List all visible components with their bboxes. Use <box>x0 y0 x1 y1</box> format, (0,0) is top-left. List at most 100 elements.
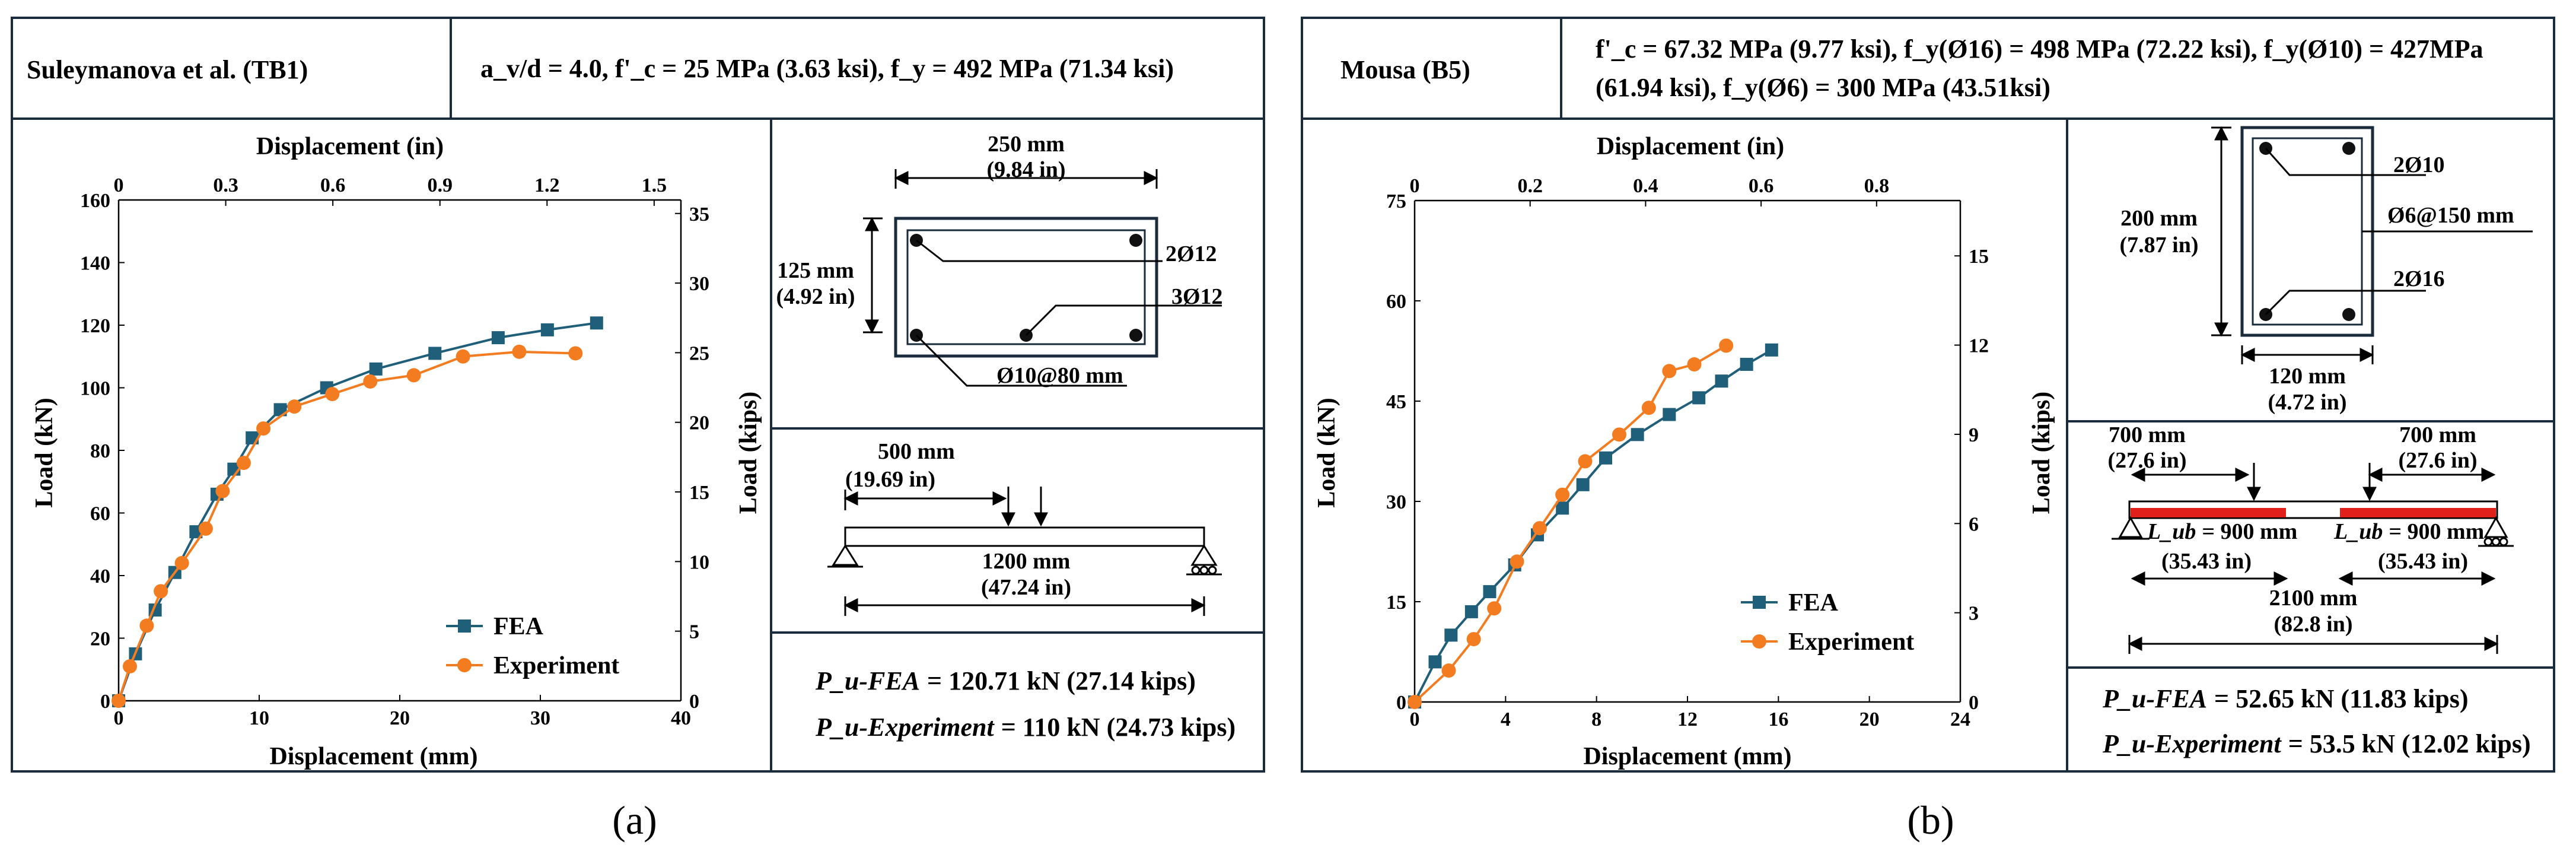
panel-a-right-roller <box>1208 565 1217 575</box>
panel-a-experiment-point <box>325 387 340 402</box>
panel-b-lub-left-value: = 900 mm <box>2202 519 2297 544</box>
panel-a-left-support <box>832 544 859 566</box>
panel-a-experiment-point <box>215 484 230 498</box>
panel-a-y-tick-label: 20 <box>90 628 110 650</box>
panel-b-lub-left-symbol: L_ub <box>2147 519 2196 544</box>
panel-a-result-fea-value: = 120.71 kN (27.14 kips) <box>927 666 1196 695</box>
panel-a-y2-tick-label: 15 <box>689 482 709 504</box>
panel-b-stirrup <box>2252 137 2363 326</box>
panel-a-header-text: a_v/d = 4.0, f'_c = 25 MPa (3.63 ksi), f… <box>480 54 1174 83</box>
panel-a-x-tick-label: 0 <box>114 707 124 729</box>
panel-b-fea-point <box>1765 343 1778 357</box>
panel-a-y2-tick-label: 0 <box>689 691 699 713</box>
panel-a-span-label-in: (47.24 in) <box>981 575 1071 600</box>
panel-a-y-tick-label: 60 <box>90 503 110 525</box>
panel-b-right-load-distance-label: 700 mm <box>2399 422 2476 447</box>
panel-b-y2-tick-label: 3 <box>1969 603 1979 625</box>
panel-b-lub-right-in: (35.43 in) <box>2378 549 2468 574</box>
panel-b-y2-tick-label: 12 <box>1969 335 1989 357</box>
panel-b-fea-point <box>1599 451 1612 465</box>
panel-b-right-roller <box>2483 537 2493 547</box>
panel-a-y2-tick-label: 35 <box>689 204 709 225</box>
panel-a-experiment-point <box>512 344 527 359</box>
panel-b-section-outline <box>2240 126 2374 337</box>
panel-b-left-support <box>2118 516 2143 538</box>
panel-b-lub-right-symbol: L_ub <box>2333 519 2383 544</box>
panel-a-fea-point <box>491 331 505 345</box>
panel-b-fea-point <box>1556 501 1569 515</box>
panel-b-beam-drawing: 700 mm (27.6 in) 700 mm (27.6 in) L_ub = … <box>2108 422 2514 654</box>
panel-a-right-roller <box>1191 565 1201 575</box>
panel-b-y-tick-label: 60 <box>1386 291 1406 313</box>
panel-a-y-tick-label: 40 <box>90 565 110 587</box>
panel-b-result-exp: P_u-Experiment = 53.5 kN (12.02 kips) <box>2102 729 2531 758</box>
panel-a-y-label: Load (kN) <box>31 398 58 508</box>
panel-b-lub-right: L_ub = 900 mm <box>2333 519 2484 544</box>
panel-b-x2-tick-label: 0 <box>1410 175 1420 197</box>
panel-a-y2-tick-label: 25 <box>689 342 709 364</box>
panel-a-experiment-point <box>287 399 302 414</box>
panel-b-fea-point <box>1483 585 1496 599</box>
panel-a-legend-fea-label: FEA <box>493 613 544 640</box>
panel-a-top-bar <box>1129 234 1142 247</box>
panel-a-y2-tick-label: 30 <box>689 273 709 295</box>
panel-a-experiment-point <box>236 456 251 471</box>
panel-b-experiment-point <box>1466 632 1481 647</box>
panel-a-section-outline <box>894 217 1158 358</box>
panel-b-fea-point <box>1740 358 1753 371</box>
panel-b-legend-fea-label: FEA <box>1788 589 1839 617</box>
panel-b-left-strap <box>2131 508 2286 517</box>
panel-b-top-bars-label: 2Ø10 <box>2393 152 2445 177</box>
panel-a-top-bar-leader <box>916 239 1163 262</box>
panel-b-experiment-point <box>1532 521 1547 536</box>
panel-a-right-roller <box>1199 565 1209 575</box>
panel-b-caption: (b) <box>1907 798 1954 843</box>
panel-a-result-fea: P_u-FEA = 120.71 kN (27.14 kips) <box>815 666 1196 695</box>
panel-b-result-fea-label: P_u-FEA <box>2102 684 2207 713</box>
panel-b-height-label: 200 mm <box>2120 206 2198 231</box>
panel-b-left-load-distance-label: 700 mm <box>2109 422 2186 447</box>
panel-a-experiment-line <box>117 350 576 701</box>
panel-a-fea-point <box>428 347 442 360</box>
panel-a-beam <box>844 526 1205 547</box>
panel-a-y-tick-label: 120 <box>80 315 110 337</box>
panel-a-experiment-point <box>198 521 213 536</box>
panel-b-x-tick-label: 8 <box>1591 709 1601 730</box>
panel-b-stirrup-label: Ø6@150 mm <box>2387 203 2514 228</box>
panel-b-experiment-point <box>1641 401 1656 415</box>
panel-a-stirrup-leader <box>915 334 1127 387</box>
panel-b-fea-line <box>1413 349 1772 703</box>
panel-a-load-distance-label: 500 mm <box>878 439 955 464</box>
panel-b-left-load-distance-label-in: (27.6 in) <box>2108 448 2187 473</box>
panel-b-fea-point <box>1464 605 1478 618</box>
panel-b-fea-point <box>1692 391 1706 405</box>
panel-a-stirrup <box>906 229 1146 345</box>
panel-b-header-line1: f'_c = 67.32 MPa (9.77 ksi), f_y(Ø16) = … <box>1596 34 2483 63</box>
panel-b-bottom-bar-leader <box>2265 290 2426 316</box>
panel-b-y-tick-label: 0 <box>1396 692 1406 714</box>
panel-a-experiment-point <box>406 368 421 383</box>
panel-a-beam-drawing: 500 mm (19.69 in) 1200 mm (47.24 in) <box>827 439 1222 616</box>
panel-a-y-tick-label: 80 <box>90 440 110 462</box>
panel-b-width-label: 120 mm <box>2269 364 2346 389</box>
panel-b-header-line2: (61.94 ksi), f_y(Ø6) = 300 MPa (43.51ksi… <box>1596 73 2050 102</box>
panel-a-fea-line <box>117 322 597 701</box>
panel-a-legend-experiment-label: Experiment <box>493 652 619 679</box>
panel-b-y-label: Load (kN) <box>1313 398 1340 508</box>
panel-a-experiment-point <box>139 618 154 633</box>
panel-b-result-exp-value: = 53.5 kN (12.02 kips) <box>2288 729 2531 758</box>
panel-a-height-label-in: (4.92 in) <box>776 284 855 309</box>
panel-b-bottom-bar <box>2342 308 2355 321</box>
panel-a-experiment-point <box>363 374 378 389</box>
panel-a-bottom-bars-label: 3Ø12 <box>1171 284 1223 309</box>
panel-a-result-fea-label: P_u-FEA <box>815 666 920 695</box>
panel-b-x2-tick-label: 0.2 <box>1517 175 1543 197</box>
panel-b-results: P_u-FEA = 52.65 kN (11.83 kips) P_u-Exper… <box>2102 684 2531 758</box>
panel-a-legend-fea-marker <box>458 619 471 633</box>
panel-a-x-tick-label: 20 <box>390 707 410 729</box>
panel-b-right-load-distance-label-in: (27.6 in) <box>2399 448 2478 473</box>
panel-b-legend-experiment-marker <box>1752 634 1766 649</box>
panel-b-fea-point <box>1715 374 1728 388</box>
panel-b-bottom-bars-label: 2Ø16 <box>2393 266 2445 291</box>
